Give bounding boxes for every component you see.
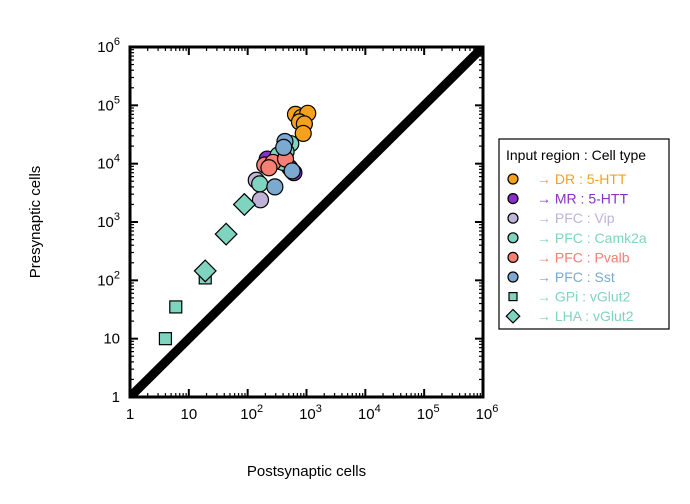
data-point-pfc-pvalb-3 xyxy=(260,159,278,177)
data-point-pfc-camk2a-0 xyxy=(251,175,269,193)
data-point-lha-vglut2-1 xyxy=(214,222,238,246)
legend-marker-0 xyxy=(507,173,519,185)
y-tick-label: 106 xyxy=(97,36,120,56)
data-point-pfc-sst-0 xyxy=(266,178,284,196)
legend-marker-6 xyxy=(508,292,518,302)
data-point-pfc-sst-2 xyxy=(283,162,301,180)
y-tick-label: 103 xyxy=(97,211,120,231)
legend-entry-label: → PFC : Pvalb xyxy=(537,249,630,265)
y-tick-label: 10 xyxy=(103,331,120,348)
x-tick-label: 103 xyxy=(299,403,322,423)
legend-entry-label: → LHA : vGlut2 xyxy=(537,308,634,324)
legend-marker-7 xyxy=(505,308,521,324)
y-tick-label: 105 xyxy=(97,94,120,114)
legend-marker-1 xyxy=(507,193,519,205)
legend-entry-label: → DR : 5-HTT xyxy=(537,171,627,187)
x-axis-title: Postsynaptic cells xyxy=(247,463,366,480)
legend-entry-label: → GPi : vGlut2 xyxy=(537,289,631,305)
data-point-gpi-vglut2-0 xyxy=(158,332,173,346)
data-point-lha-vglut2-2 xyxy=(232,192,257,217)
legend-title: Input region : Cell type xyxy=(506,147,646,163)
x-tick-label: 104 xyxy=(358,403,381,423)
legend-marker-4 xyxy=(507,251,519,263)
legend-box xyxy=(498,138,670,330)
y-tick-label: 104 xyxy=(97,153,120,173)
x-tick-label: 10 xyxy=(180,406,197,423)
x-tick-label: 106 xyxy=(476,403,499,423)
data-point-lha-vglut2-0 xyxy=(193,259,217,283)
legend-entry-label: → MR : 5-HTT xyxy=(537,191,628,207)
legend-marker-5 xyxy=(507,271,519,283)
legend-marker-2 xyxy=(507,212,519,224)
data-point-dr-5-htt-5 xyxy=(294,124,312,143)
data-point-pfc-sst-3 xyxy=(275,138,293,157)
y-axis-title: Presynaptic cells xyxy=(27,166,44,279)
x-tick-label: 102 xyxy=(240,403,263,423)
legend-marker-3 xyxy=(507,232,519,244)
legend-entry-label: → PFC : Camk2a xyxy=(537,230,647,246)
x-tick-label: 1 xyxy=(126,406,134,423)
unity-reference-line xyxy=(130,47,483,397)
legend-entry-label: → PFC : Vip xyxy=(537,210,615,226)
y-tick-label: 102 xyxy=(97,269,120,289)
legend-entry-label: → PFC : Sst xyxy=(537,269,615,285)
data-point-gpi-vglut2-1 xyxy=(169,300,183,314)
y-tick-label: 1 xyxy=(112,389,120,406)
x-tick-label: 105 xyxy=(417,403,440,423)
